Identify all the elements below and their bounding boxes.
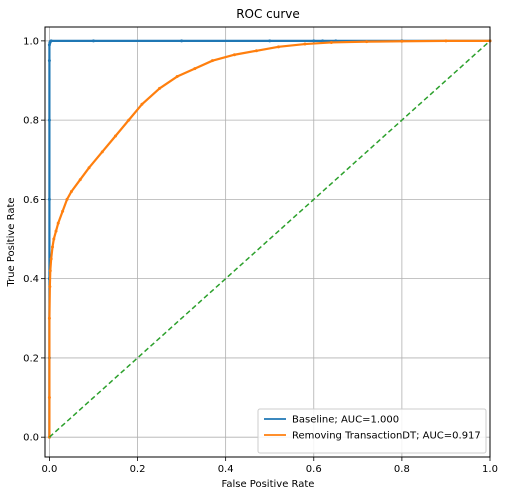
series-1-point [277,45,281,49]
series-0-point [47,197,51,201]
series-1-point [69,189,73,193]
series-1-point [47,316,51,320]
series-line-2 [48,40,491,438]
series-1-point [50,245,54,249]
y-tick-label: 1.0 [23,36,39,47]
series-1-point [100,150,104,154]
chart-title: ROC curve [236,7,300,21]
series-0-point [47,59,51,63]
series-1-point [49,257,53,261]
x-tick-label: 0.0 [41,464,57,475]
x-tick-label: 1.0 [482,464,498,475]
x-axis-label: False Positive Rate [222,479,315,490]
series-1-point [400,39,404,43]
series-1-point [365,40,369,44]
series-0-point [180,39,184,43]
series-1-point [47,396,51,400]
series-1-point [210,59,214,63]
x-tick-label: 0.4 [218,464,234,475]
y-axis-label: True Positive Rate [6,197,17,287]
series-1-point [61,209,65,213]
series-layer [47,39,492,439]
series-1-point [193,67,197,71]
series-0-point [47,118,51,122]
x-axis-ticks: 0.0 0.2 0.4 0.6 0.8 1.0 [41,457,498,475]
series-1-point [48,285,52,289]
series-1-point [158,86,162,90]
y-tick-label: 0.6 [23,195,39,206]
y-tick-label: 0.8 [23,116,39,127]
series-1-point [444,39,448,43]
series-1-point [78,178,82,182]
legend-box [257,408,487,454]
series-1-point [127,118,131,122]
series-0-point [312,39,316,43]
series-1-point [56,221,60,225]
series-line-1 [48,39,490,438]
series-1-point [113,134,117,138]
series-0-point [268,39,272,43]
y-tick-label: 0.4 [23,274,39,285]
series-1-point [175,75,179,79]
series-0-point [49,39,53,43]
series-1-point [140,102,144,106]
series-1-point [87,166,91,170]
x-tick-label: 0.8 [394,464,410,475]
x-tick-label: 0.2 [130,464,146,475]
series-1-point [254,49,258,53]
series-0-point [91,39,95,43]
series-1-point [232,53,236,57]
legend: Baseline; AUC=1.000 Removing TransactionD… [257,408,487,454]
y-tick-label: 0.2 [23,353,39,364]
legend-label: Removing TransactionDT; AUC=0.917 [292,431,481,442]
series-1-point [52,237,56,241]
series-1-point [48,269,52,273]
series-1-point [65,197,69,201]
plot-frame [44,26,491,458]
y-axis-ticks: 0.0 0.2 0.4 0.6 0.8 1.0 [23,36,45,444]
x-tick-label: 0.6 [306,464,322,475]
series-1-point [303,42,307,46]
series-1-point [329,40,333,44]
series-1-point [54,229,58,233]
legend-label: Baseline; AUC=1.000 [292,415,399,426]
y-tick-label: 0.0 [23,433,39,444]
series-0-point [321,39,325,43]
